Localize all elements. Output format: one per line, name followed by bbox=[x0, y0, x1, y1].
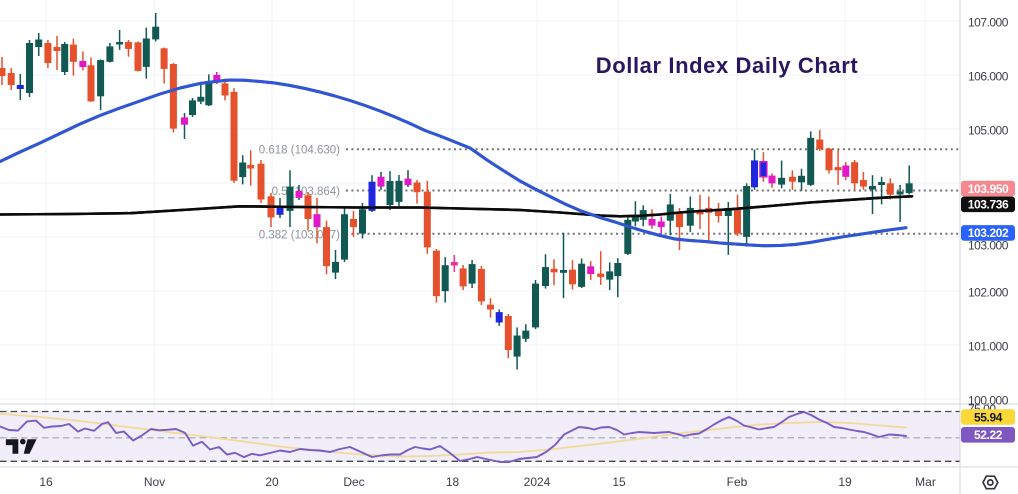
svg-text:55.94: 55.94 bbox=[974, 410, 1003, 424]
svg-text:Feb: Feb bbox=[727, 475, 748, 489]
svg-text:107.000: 107.000 bbox=[968, 15, 1009, 29]
svg-text:19: 19 bbox=[838, 475, 852, 489]
svg-text:Mar: Mar bbox=[915, 475, 936, 489]
svg-text:101.000: 101.000 bbox=[968, 339, 1009, 353]
svg-text:103.202: 103.202 bbox=[968, 226, 1009, 240]
svg-text:Nov: Nov bbox=[144, 475, 165, 489]
svg-text:106.000: 106.000 bbox=[968, 69, 1009, 83]
svg-text:15: 15 bbox=[612, 475, 626, 489]
svg-text:Dollar Index Daily Chart: Dollar Index Daily Chart bbox=[596, 53, 859, 78]
svg-text:0.382 (103.097): 0.382 (103.097) bbox=[259, 229, 340, 241]
svg-text:103.950: 103.950 bbox=[968, 182, 1009, 196]
svg-text:16: 16 bbox=[39, 475, 53, 489]
svg-text:105.000: 105.000 bbox=[968, 123, 1009, 137]
svg-text:0.618 (104.630): 0.618 (104.630) bbox=[259, 145, 340, 157]
svg-text:103.000: 103.000 bbox=[968, 238, 1009, 252]
svg-text:100.000: 100.000 bbox=[968, 393, 1009, 407]
svg-text:102.000: 102.000 bbox=[968, 285, 1009, 299]
svg-text:Dec: Dec bbox=[343, 475, 364, 489]
svg-text:18: 18 bbox=[446, 475, 460, 489]
svg-text:2024: 2024 bbox=[524, 475, 551, 489]
svg-text:103.736: 103.736 bbox=[968, 198, 1009, 212]
svg-text:52.22: 52.22 bbox=[974, 428, 1003, 442]
svg-text:20: 20 bbox=[265, 475, 279, 489]
